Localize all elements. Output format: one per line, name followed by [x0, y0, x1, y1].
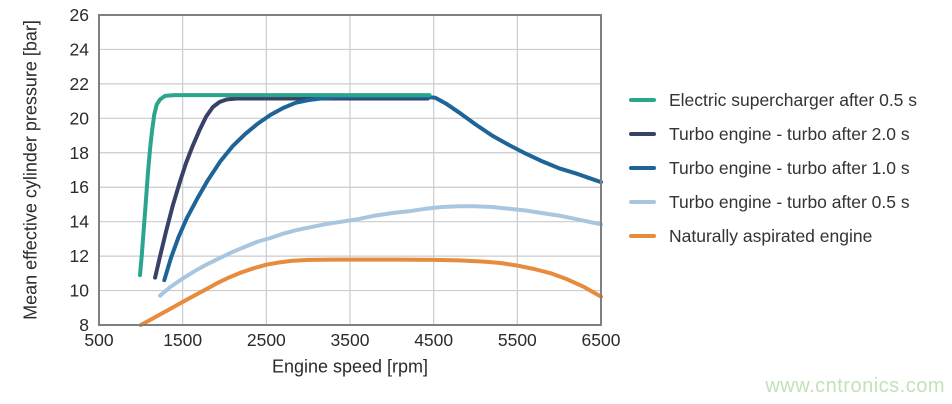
legend-item-turbo-2s: Turbo engine - turbo after 2.0 s — [629, 117, 917, 151]
x-tick-label: 6500 — [582, 330, 621, 350]
y-tick-label: 18 — [70, 143, 89, 163]
y-axis-title: Mean effective cylinder pressure [bar] — [20, 20, 41, 320]
x-tick-label: 3500 — [331, 330, 370, 350]
watermark-text: www.cntronics.com — [765, 375, 945, 397]
legend-label: Naturally aspirated engine — [669, 225, 873, 246]
y-tick-label: 12 — [70, 246, 89, 266]
x-tick-label: 1500 — [163, 330, 202, 350]
legend-label: Turbo engine - turbo after 1.0 s — [669, 157, 910, 178]
legend-swatch-orange — [629, 234, 656, 238]
series-line-1 — [153, 96, 430, 280]
legend-swatch-blue — [629, 166, 656, 170]
legend-item-turbo-05s: Turbo engine - turbo after 0.5 s — [629, 185, 917, 219]
y-tick-label: 14 — [70, 212, 90, 232]
y-tick-label: 8 — [79, 315, 89, 335]
y-tick-label: 22 — [70, 74, 89, 94]
x-tick-label: 5500 — [498, 330, 537, 350]
legend-swatch-navy — [629, 132, 656, 136]
legend-item-naturally-aspirated: Naturally aspirated engine — [629, 219, 917, 253]
chart-legend: Electric supercharger after 0.5 s Turbo … — [629, 83, 917, 253]
plot-frame — [98, 14, 602, 326]
legend-label: Electric supercharger after 0.5 s — [669, 89, 918, 110]
x-tick-label: 4500 — [414, 330, 453, 350]
x-axis-title: Engine speed [rpm] — [271, 356, 429, 377]
legend-swatch-lightblue — [629, 200, 656, 204]
y-tick-label: 20 — [70, 108, 90, 128]
y-tick-label: 24 — [70, 39, 90, 59]
y-tick-label: 10 — [70, 281, 90, 301]
series-line-0 — [138, 93, 432, 278]
y-tick-label: 16 — [70, 177, 89, 197]
series-line-3 — [158, 204, 603, 298]
legend-label: Turbo engine - turbo after 0.5 s — [669, 191, 910, 212]
legend-label: Turbo engine - turbo after 2.0 s — [669, 123, 910, 144]
legend-item-electric-supercharger: Electric supercharger after 0.5 s — [629, 83, 917, 117]
y-tick-label: 26 — [70, 5, 89, 25]
legend-swatch-teal — [629, 98, 656, 102]
x-tick-label: 500 — [84, 330, 113, 350]
series-line-4 — [138, 257, 603, 327]
legend-item-turbo-1s: Turbo engine - turbo after 1.0 s — [629, 151, 917, 185]
x-tick-label: 2500 — [247, 330, 286, 350]
